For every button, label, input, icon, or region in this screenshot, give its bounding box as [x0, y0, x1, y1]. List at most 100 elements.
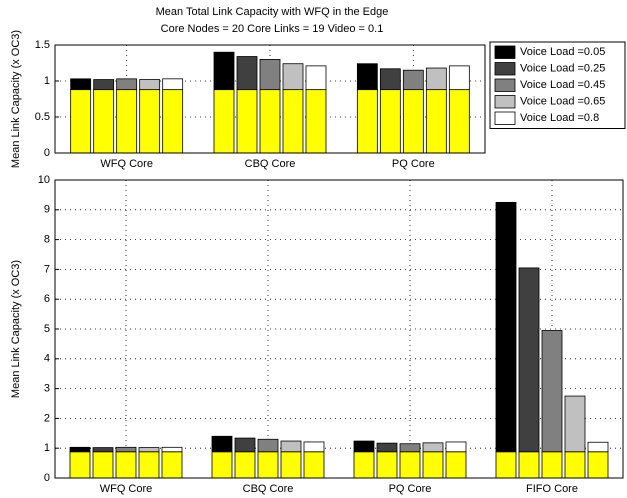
bar-base [234, 451, 256, 479]
bar [399, 443, 421, 453]
bar [115, 446, 137, 453]
bar-base [211, 451, 233, 479]
y-tick-label: 0.5 [35, 111, 50, 123]
bar-base [236, 89, 258, 154]
x-tick-label: CBQ Core [243, 483, 294, 495]
bar-base [399, 451, 421, 479]
bar [161, 446, 183, 453]
bar-base [541, 451, 563, 479]
axes-frame [54, 44, 486, 154]
y-tick-label: 3 [44, 383, 50, 395]
y-tick-label: 10 [38, 174, 50, 186]
bar [70, 78, 92, 91]
y-tick-label: 1 [44, 75, 50, 87]
bar [305, 65, 327, 91]
bar [448, 65, 470, 91]
bar [69, 446, 91, 453]
legend-swatch [494, 111, 516, 125]
bar-base [92, 451, 114, 479]
bar-base [445, 451, 467, 479]
bar-base [379, 89, 401, 154]
y-tick-label: 9 [44, 204, 50, 216]
bar [162, 78, 184, 91]
bar-base [139, 89, 161, 154]
y-axis-label: Mean Link Capacity (x OC3) [10, 30, 22, 168]
bar [257, 438, 279, 453]
bar [236, 56, 258, 91]
x-tick-label: FIFO Core [526, 483, 578, 495]
x-tick-label: PQ Core [392, 158, 435, 170]
bar [495, 201, 517, 453]
legend-label: Voice Load =0.25 [520, 63, 605, 75]
bar [213, 51, 235, 91]
bar [587, 441, 609, 453]
bar-base [115, 451, 137, 479]
bar [92, 447, 114, 453]
bar-base [353, 451, 375, 479]
bar-base [448, 89, 470, 154]
y-tick-label: 2 [44, 412, 50, 424]
bar-base [356, 89, 378, 154]
bar-base [495, 451, 517, 479]
bar-base [259, 89, 281, 154]
y-tick-label: 0 [44, 472, 50, 484]
y-tick-label: 4 [44, 353, 50, 365]
bar-base [116, 89, 138, 154]
x-tick-label: PQ Core [389, 483, 432, 495]
bar-base [422, 451, 444, 479]
bar [234, 437, 256, 453]
bar [541, 330, 563, 453]
bar-base [257, 451, 279, 479]
legend-label: Voice Load =0.8 [520, 112, 599, 124]
bar [425, 67, 447, 91]
bar [422, 442, 444, 453]
bar [93, 79, 115, 91]
bar [353, 440, 375, 453]
bar [518, 267, 540, 453]
bar [138, 447, 160, 453]
y-tick-label: 8 [44, 234, 50, 246]
x-tick-label: CBQ Core [245, 158, 296, 170]
bar-base [282, 89, 304, 154]
y-tick-label: 1.5 [35, 39, 50, 51]
legend-swatch [494, 78, 516, 92]
legend-swatch [494, 62, 516, 76]
bar [303, 441, 325, 453]
y-tick-label: 0 [44, 147, 50, 159]
bar-base [564, 451, 586, 479]
bar [445, 441, 467, 453]
bar-base [161, 451, 183, 479]
bar-base [303, 451, 325, 479]
bar [259, 59, 281, 91]
bar-base [138, 451, 160, 479]
bar-base [93, 89, 115, 154]
chart-subtitle: Core Nodes = 20 Core Links = 19 Video = … [161, 23, 384, 35]
bar-base [376, 451, 398, 479]
bar [356, 63, 378, 91]
bar-base [518, 451, 540, 479]
axes-frame [54, 179, 624, 479]
bar [564, 395, 586, 453]
bar [280, 440, 302, 453]
bar-base [280, 451, 302, 479]
bar-base [305, 89, 327, 154]
bar [211, 435, 233, 453]
bar-base [402, 89, 424, 154]
y-tick-label: 7 [44, 263, 50, 275]
bar-base [162, 89, 184, 154]
bar-base [587, 451, 609, 479]
y-axis-label: Mean Link Capacity (x OC3) [10, 260, 22, 398]
legend-label: Voice Load =0.65 [520, 96, 605, 108]
legend-label: Voice Load =0.45 [520, 79, 605, 91]
bar-base [213, 89, 235, 154]
bar [379, 68, 401, 91]
legend-swatch [494, 95, 516, 109]
bar-base [425, 89, 447, 154]
legend-swatch [494, 45, 516, 59]
y-tick-label: 1 [44, 442, 50, 454]
y-tick-label: 6 [44, 293, 50, 305]
bar [139, 79, 161, 91]
bar [376, 442, 398, 453]
bar [282, 63, 304, 91]
